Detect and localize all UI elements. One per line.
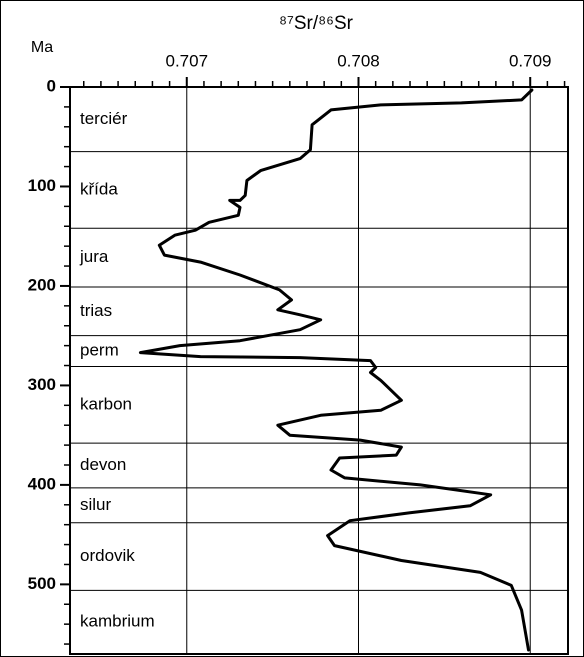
sr-curve [138,88,534,652]
period-label: jura [79,247,109,266]
period-label: karbon [80,394,132,413]
x-tick-label: 0.709 [509,51,552,70]
x-tick-label: 0.708 [337,51,380,70]
y-tick-label: 100 [28,176,56,195]
period-label: křída [80,179,118,198]
period-label-bg [76,611,159,634]
period-label: terciér [80,109,128,128]
period-label-bg [76,494,116,517]
y-tick-label: 200 [28,275,56,294]
period-label: silur [80,495,112,514]
y-tick-label: 300 [28,375,56,394]
period-label: ordovik [80,546,135,565]
period-label-bg [76,300,117,323]
chart-title: ⁸⁷Sr/⁸⁶Sr [279,13,354,34]
y-tick-label: 400 [28,474,56,493]
y-tick-label: 0 [47,76,56,95]
y-axis-label: Ma [31,39,53,56]
period-label: trias [80,301,112,320]
plot-frame [69,86,569,655]
period-label: devon [80,455,126,474]
y-tick-label: 500 [28,574,56,593]
period-label-bg [76,393,136,416]
period-label-bg [76,545,139,568]
period-label-bg [76,454,131,477]
period-label: perm [80,341,119,360]
x-tick-label: 0.707 [165,51,208,70]
period-label-bg [76,108,132,131]
period-label: kambrium [80,612,155,631]
period-label-bg [76,246,113,269]
period-label-bg [76,178,122,201]
period-label-bg [76,340,123,363]
